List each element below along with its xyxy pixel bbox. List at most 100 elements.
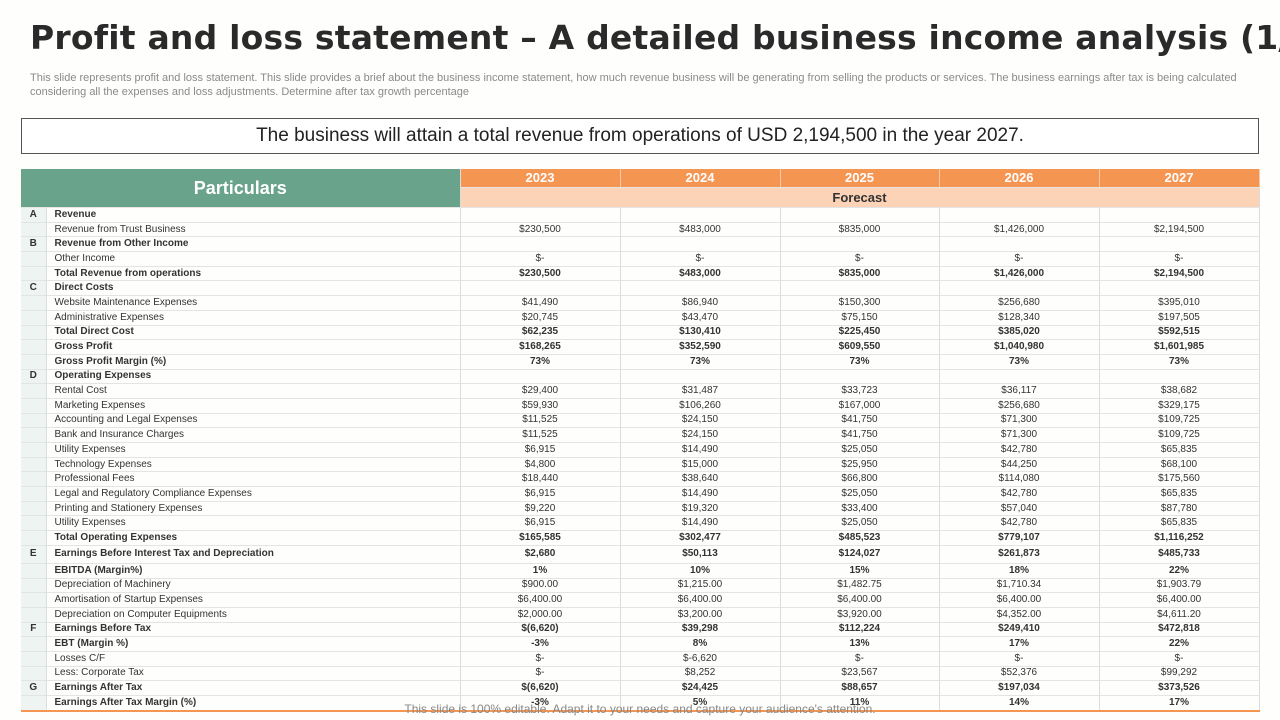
value-cell-2027: $373,526 xyxy=(1099,680,1260,696)
row-code xyxy=(21,398,47,414)
value-cell-2025: $25,050 xyxy=(780,515,940,532)
value-cell-2027: $2,194,500 xyxy=(1099,266,1260,282)
table-row: Earnings After Tax Margin (%) -3% 5% 11% 14%… xyxy=(21,695,1260,712)
value-cell-2027: $1,116,252 xyxy=(1099,530,1260,546)
value-cell-2026: $- xyxy=(939,651,1100,667)
value-cell-2026: $128,340 xyxy=(939,310,1100,326)
table-row: Depreciation of Machinery $900.00 $1,215.0… xyxy=(21,578,1260,594)
value-cell-2025: $225,450 xyxy=(780,325,940,341)
value-cell-2024: 5% xyxy=(620,695,781,712)
value-cell-2024: $24,150 xyxy=(620,427,781,443)
value-cell-2025 xyxy=(780,207,940,223)
value-cell-2025: $25,950 xyxy=(780,457,940,473)
value-cell-2027: $- xyxy=(1099,651,1260,667)
row-code xyxy=(21,457,47,473)
value-cell-2026: $52,376 xyxy=(939,666,1100,682)
value-cell-2026: $6,400.00 xyxy=(939,592,1100,608)
row-code xyxy=(21,592,47,608)
value-cell-2027: $1,601,985 xyxy=(1099,339,1260,355)
row-code xyxy=(21,471,47,488)
value-cell-2024: $3,200.00 xyxy=(620,607,781,623)
row-label: Operating Expenses xyxy=(46,369,461,385)
year-header-2026: 2026 xyxy=(939,169,1100,188)
row-code xyxy=(21,515,47,532)
revenue-callout: The business will attain a total revenue… xyxy=(21,118,1259,154)
value-cell-2027: $68,100 xyxy=(1099,457,1260,473)
value-cell-2024 xyxy=(620,280,781,297)
row-label: Total Operating Expenses xyxy=(46,530,461,546)
row-code xyxy=(21,266,47,282)
value-cell-2026: $114,080 xyxy=(939,471,1100,488)
value-cell-2025: $- xyxy=(780,651,940,667)
value-cell-2025 xyxy=(780,280,940,297)
value-cell-2027: $- xyxy=(1099,251,1260,267)
value-cell-2025 xyxy=(780,236,940,253)
value-cell-2023: $- xyxy=(460,666,621,682)
row-code xyxy=(21,486,47,502)
value-cell-2025: $33,723 xyxy=(780,383,940,399)
value-cell-2026: $385,020 xyxy=(939,325,1100,341)
value-cell-2023: $230,500 xyxy=(460,266,621,282)
value-cell-2025: $33,400 xyxy=(780,501,940,517)
table-row: Total Operating Expenses $165,585 $302,477… xyxy=(21,530,1260,546)
value-cell-2024: $483,000 xyxy=(620,266,781,282)
slide-description: This slide represents profit and loss st… xyxy=(30,72,1237,98)
row-label: Gross Profit Margin (%) xyxy=(46,354,461,370)
value-cell-2023: $59,930 xyxy=(460,398,621,414)
value-cell-2024: $38,640 xyxy=(620,471,781,488)
row-label: Bank and Insurance Charges xyxy=(46,427,461,443)
value-cell-2027 xyxy=(1099,280,1260,297)
value-cell-2026: $779,107 xyxy=(939,530,1100,546)
value-cell-2026: $71,300 xyxy=(939,413,1100,429)
value-cell-2025: $41,750 xyxy=(780,427,940,443)
value-cell-2025: $835,000 xyxy=(780,266,940,282)
value-cell-2026: $256,680 xyxy=(939,295,1100,311)
year-header-2023: 2023 xyxy=(460,169,621,188)
value-cell-2027: $65,835 xyxy=(1099,515,1260,532)
row-code xyxy=(21,354,47,370)
particulars-header: Particulars xyxy=(21,169,461,208)
table-row: Utility Expenses $6,915 $14,490 $25,050 $42,… xyxy=(21,515,1260,532)
table-row: A Revenue xyxy=(21,207,1260,223)
row-code xyxy=(21,636,47,652)
row-code xyxy=(21,695,47,712)
value-cell-2023 xyxy=(460,369,621,385)
value-cell-2024: $302,477 xyxy=(620,530,781,546)
value-cell-2023: $165,585 xyxy=(460,530,621,546)
table-row: EBT (Margin %) -3% 8% 13% 17% 22% xyxy=(21,636,1260,652)
row-code xyxy=(21,295,47,311)
row-code: D xyxy=(21,369,47,385)
table-row: Technology Expenses $4,800 $15,000 $25,950 $… xyxy=(21,457,1260,473)
row-code xyxy=(21,607,47,623)
value-cell-2027 xyxy=(1099,236,1260,253)
row-code xyxy=(21,563,47,579)
row-label: Less: Corporate Tax xyxy=(46,666,461,682)
value-cell-2023: $18,440 xyxy=(460,471,621,488)
row-label: Revenue from Trust Business xyxy=(46,222,461,238)
value-cell-2026 xyxy=(939,369,1100,385)
value-cell-2024: $43,470 xyxy=(620,310,781,326)
table-row: Total Revenue from operations $230,500 $48… xyxy=(21,266,1260,282)
value-cell-2024: $352,590 xyxy=(620,339,781,355)
row-code xyxy=(21,310,47,326)
row-code xyxy=(21,651,47,667)
value-cell-2026: $57,040 xyxy=(939,501,1100,517)
year-header-2025: 2025 xyxy=(780,169,940,188)
row-label: Revenue from Other Income xyxy=(46,236,461,253)
value-cell-2023: $(6,620) xyxy=(460,680,621,696)
table-row: B Revenue from Other Income xyxy=(21,236,1260,253)
row-label: Utility Expenses xyxy=(46,515,461,532)
value-cell-2026: $261,873 xyxy=(939,545,1100,564)
value-cell-2023: 1% xyxy=(460,563,621,579)
value-cell-2024: $24,425 xyxy=(620,680,781,696)
row-code xyxy=(21,383,47,399)
value-cell-2024: $19,320 xyxy=(620,501,781,517)
value-cell-2024: $483,000 xyxy=(620,222,781,238)
value-cell-2023: $29,400 xyxy=(460,383,621,399)
value-cell-2027: 22% xyxy=(1099,636,1260,652)
row-code: F xyxy=(21,622,47,638)
slide-title: Profit and loss statement – A detailed b… xyxy=(30,18,1280,57)
row-code xyxy=(21,530,47,546)
value-cell-2026: $42,780 xyxy=(939,515,1100,532)
row-label: Utility Expenses xyxy=(46,442,461,458)
